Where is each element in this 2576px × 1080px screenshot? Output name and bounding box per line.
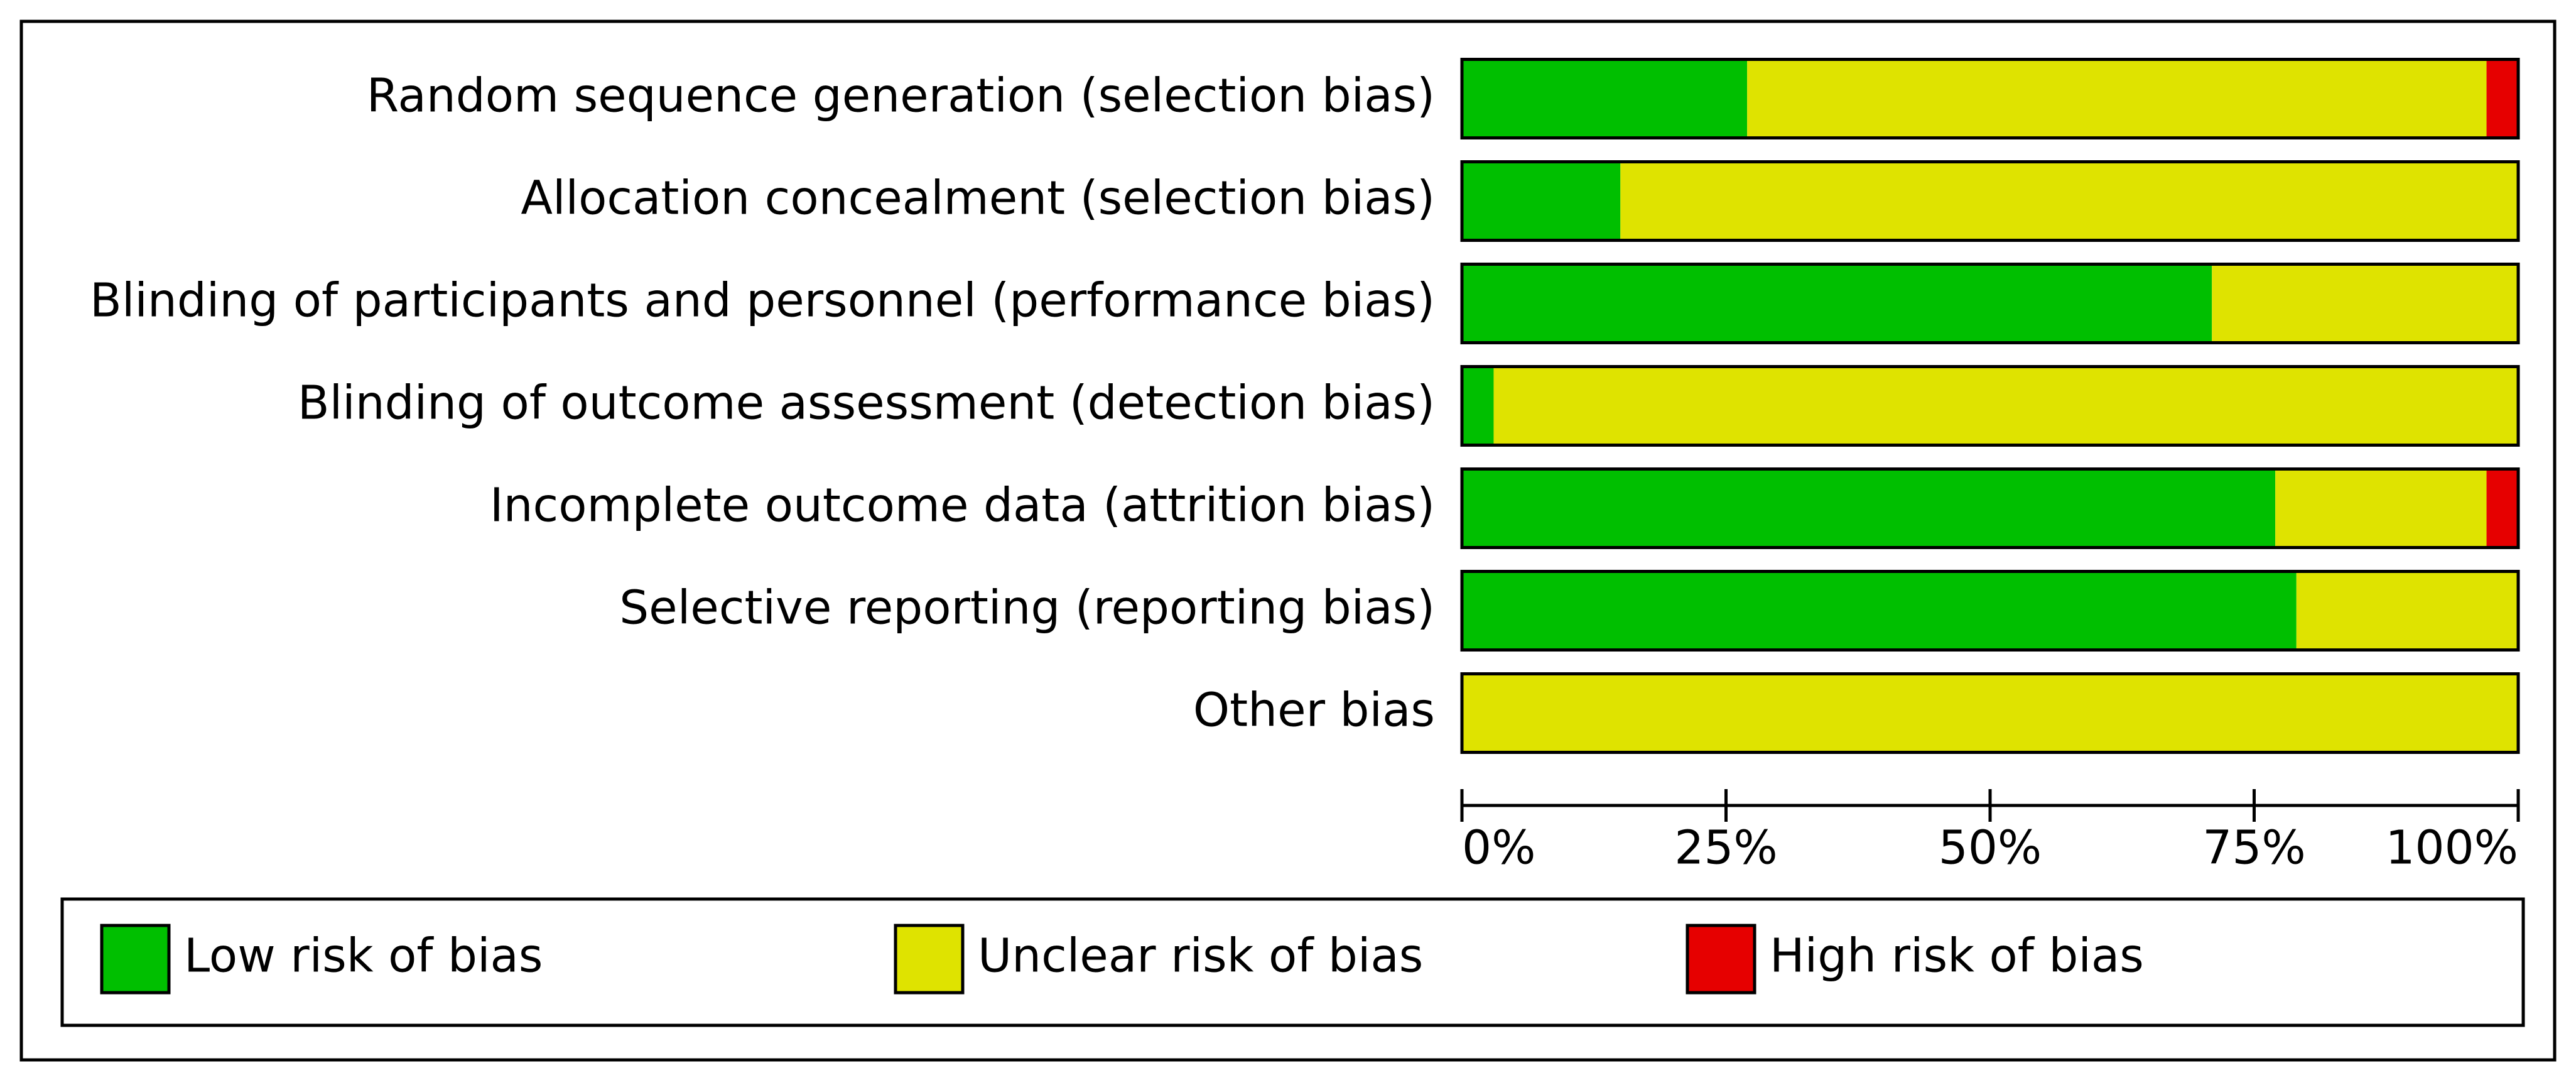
x-tick-label: 50% (1939, 821, 2042, 875)
bar-segment (1493, 366, 2518, 445)
bar-outline (1460, 570, 2520, 652)
legend-swatch (100, 924, 171, 995)
category-label: Other bias (1193, 684, 1435, 738)
legend-swatch (1686, 924, 1756, 995)
category-label: Selective reporting (reporting bias) (619, 581, 1435, 635)
bar-segment (1462, 571, 2297, 650)
bar-segment (2296, 571, 2518, 650)
bar-segment (2486, 469, 2518, 548)
legend-label: High risk of bias (1770, 929, 2144, 983)
category-label: Incomplete outcome data (attrition bias) (490, 479, 1435, 533)
bar-outline (1460, 365, 2520, 447)
bar-outline (1460, 263, 2520, 344)
x-tick-label: 25% (1674, 821, 1777, 875)
x-tick-label: 75% (2202, 821, 2305, 875)
bar-outline (1460, 58, 2520, 139)
bar-segment (1462, 264, 2212, 343)
category-label: Blinding of outcome assessment (detectio… (298, 376, 1435, 430)
bar-segment (1462, 469, 2276, 548)
legend-box (60, 897, 2525, 1027)
bar-segment (1620, 161, 2518, 241)
category-label: Random sequence generation (selection bi… (367, 69, 1435, 123)
bar-segment (1462, 366, 1494, 445)
bar-segment (2275, 469, 2487, 548)
legend-label: Low risk of bias (184, 929, 543, 983)
outer-border (19, 19, 2557, 1062)
x-tick-label: 100% (2385, 821, 2518, 875)
bar-segment (1462, 59, 1748, 138)
bar-outline (1460, 467, 2520, 549)
category-label: Allocation concealment (selection bias) (521, 172, 1435, 226)
bar-segment (1462, 674, 2518, 753)
bar-outline (1460, 672, 2520, 754)
category-label: Blinding of participants and personnel (… (90, 274, 1435, 328)
bar-outline (1460, 160, 2520, 242)
legend-swatch (894, 924, 965, 995)
bar-segment (1747, 59, 2487, 138)
x-tick-label: 0% (1462, 821, 1535, 875)
bar-segment (2486, 59, 2518, 138)
bar-segment (1462, 161, 1621, 241)
legend-label: Unclear risk of bias (978, 929, 1423, 983)
bar-segment (2212, 264, 2518, 343)
